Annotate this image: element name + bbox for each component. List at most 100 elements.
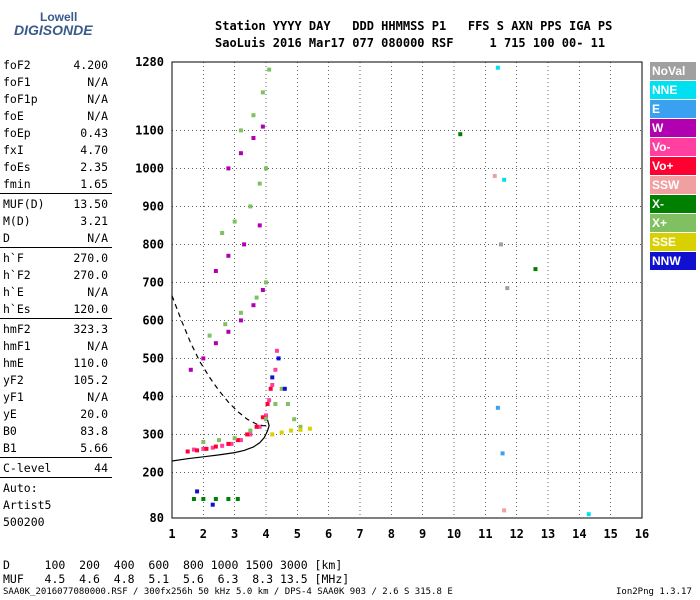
auto-line: Artist5 (3, 498, 52, 512)
file-info: SAA0K_2016077080000.RSF / 300fx256h 50 k… (3, 587, 453, 597)
echo-point (235, 497, 240, 501)
echo-point (264, 280, 268, 285)
x-tick-label: 7 (356, 527, 363, 541)
param-value: 110.0 (73, 356, 108, 370)
param-row: hmF2 323.3 (0, 320, 112, 337)
x-tick-label: 13 (541, 527, 555, 541)
param-row: B1 5.66 (0, 439, 112, 456)
echo-point (220, 443, 225, 448)
param-value: N/A (87, 231, 108, 245)
echo-point (226, 497, 231, 501)
y-tick-label: 1000 (135, 161, 164, 175)
echo-point (226, 253, 231, 258)
param-row: h`F2 270.0 (0, 266, 112, 283)
y-tick-label: 400 (142, 389, 164, 403)
d-row: D 100 200 400 600 800 1000 1500 3000 [km… (3, 558, 343, 572)
header-line-1: Station YYYY DAY DDD HHMMSS P1 FFS S AXN… (215, 19, 613, 33)
lowell-logo-text: Lowell (40, 10, 78, 24)
echo-point (264, 417, 268, 422)
param-row: hmE 110.0 (0, 354, 112, 371)
echo-point (238, 310, 243, 315)
echo-point (195, 489, 200, 494)
echo-point (226, 166, 231, 171)
y-tick-label: 1280 (135, 55, 164, 69)
param-row: foEp 0.43 (0, 124, 112, 141)
echo-point (213, 497, 218, 501)
y-tick-label: 700 (142, 275, 164, 289)
param-label: foEs (3, 160, 31, 174)
echo-point (245, 432, 250, 437)
echo-point (505, 286, 510, 291)
param-label: hmE (3, 356, 24, 370)
chart-marks (185, 65, 591, 517)
legend-item: NNE (650, 81, 696, 99)
param-value: 83.8 (80, 424, 108, 438)
x-tick-label: 10 (447, 527, 461, 541)
x-tick-label: 12 (509, 527, 523, 541)
param-label: h`Es (3, 302, 31, 316)
dashed-curve (171, 295, 268, 427)
muf-row: MUF 4.5 4.6 4.8 5.1 5.6 6.3 8.3 13.5 [MH… (3, 572, 350, 586)
echo-point (279, 430, 284, 435)
param-label: D (3, 231, 10, 245)
chart-grid (171, 61, 643, 519)
y-tick-label: 500 (142, 351, 164, 365)
param-value: 105.2 (73, 373, 108, 387)
y-tick-label: 600 (142, 313, 164, 327)
x-tick-label: 11 (478, 527, 492, 541)
param-row: B0 83.8 (0, 422, 112, 439)
echo-point (201, 356, 206, 361)
echo-point (226, 441, 231, 446)
panel-divider (0, 477, 112, 479)
param-value: N/A (87, 75, 108, 89)
legend-item: W (650, 119, 696, 137)
param-label: h`F (3, 251, 24, 265)
echo-point (238, 438, 243, 443)
param-label: hmF2 (3, 322, 31, 336)
echo-point (267, 398, 272, 403)
x-tick-label: 15 (603, 527, 617, 541)
echo-point (260, 90, 265, 95)
param-value: 1.65 (80, 177, 108, 191)
echo-point (257, 223, 262, 228)
param-label: foF1 (3, 75, 31, 89)
echo-point (500, 451, 505, 456)
chart-frame (171, 61, 643, 519)
polarization-legend: NoVal NNE E W Vo- Vo+ SSW X- X+ SSE NNW (650, 62, 696, 271)
echo-point (213, 341, 218, 346)
param-row: h`Es 120.0 (0, 300, 112, 317)
param-label: B0 (3, 424, 17, 438)
echo-point (268, 386, 273, 391)
echo-point (217, 438, 221, 443)
panel-divider (0, 457, 112, 459)
param-label: M(D) (3, 214, 31, 228)
echo-point (265, 402, 270, 406)
y-tick-label: 1100 (135, 123, 164, 137)
echo-point (279, 386, 284, 391)
legend-item: X+ (650, 214, 696, 232)
param-label: yF1 (3, 390, 24, 404)
x-tick-label: 4 (262, 527, 269, 541)
echo-point (195, 448, 200, 453)
echo-point (254, 295, 259, 300)
echo-point (276, 356, 281, 361)
echo-point (492, 174, 497, 178)
panel-divider (0, 247, 112, 249)
echo-point (307, 426, 312, 431)
echo-point (292, 417, 297, 422)
echo-point (226, 329, 231, 334)
x-tick-label: 6 (325, 527, 332, 541)
echo-point (502, 177, 507, 182)
param-value: 270.0 (73, 251, 108, 265)
echo-point (270, 432, 275, 437)
auto-line: 500200 (3, 515, 45, 529)
param-label: fxI (3, 143, 24, 157)
param-value: 3.21 (80, 214, 108, 228)
echo-point (499, 242, 503, 247)
legend-item: SSE (650, 233, 696, 251)
legend-item: NoVal (650, 62, 696, 80)
legend-item: Vo+ (650, 157, 696, 175)
echo-point (188, 367, 193, 372)
echo-point (586, 512, 591, 517)
